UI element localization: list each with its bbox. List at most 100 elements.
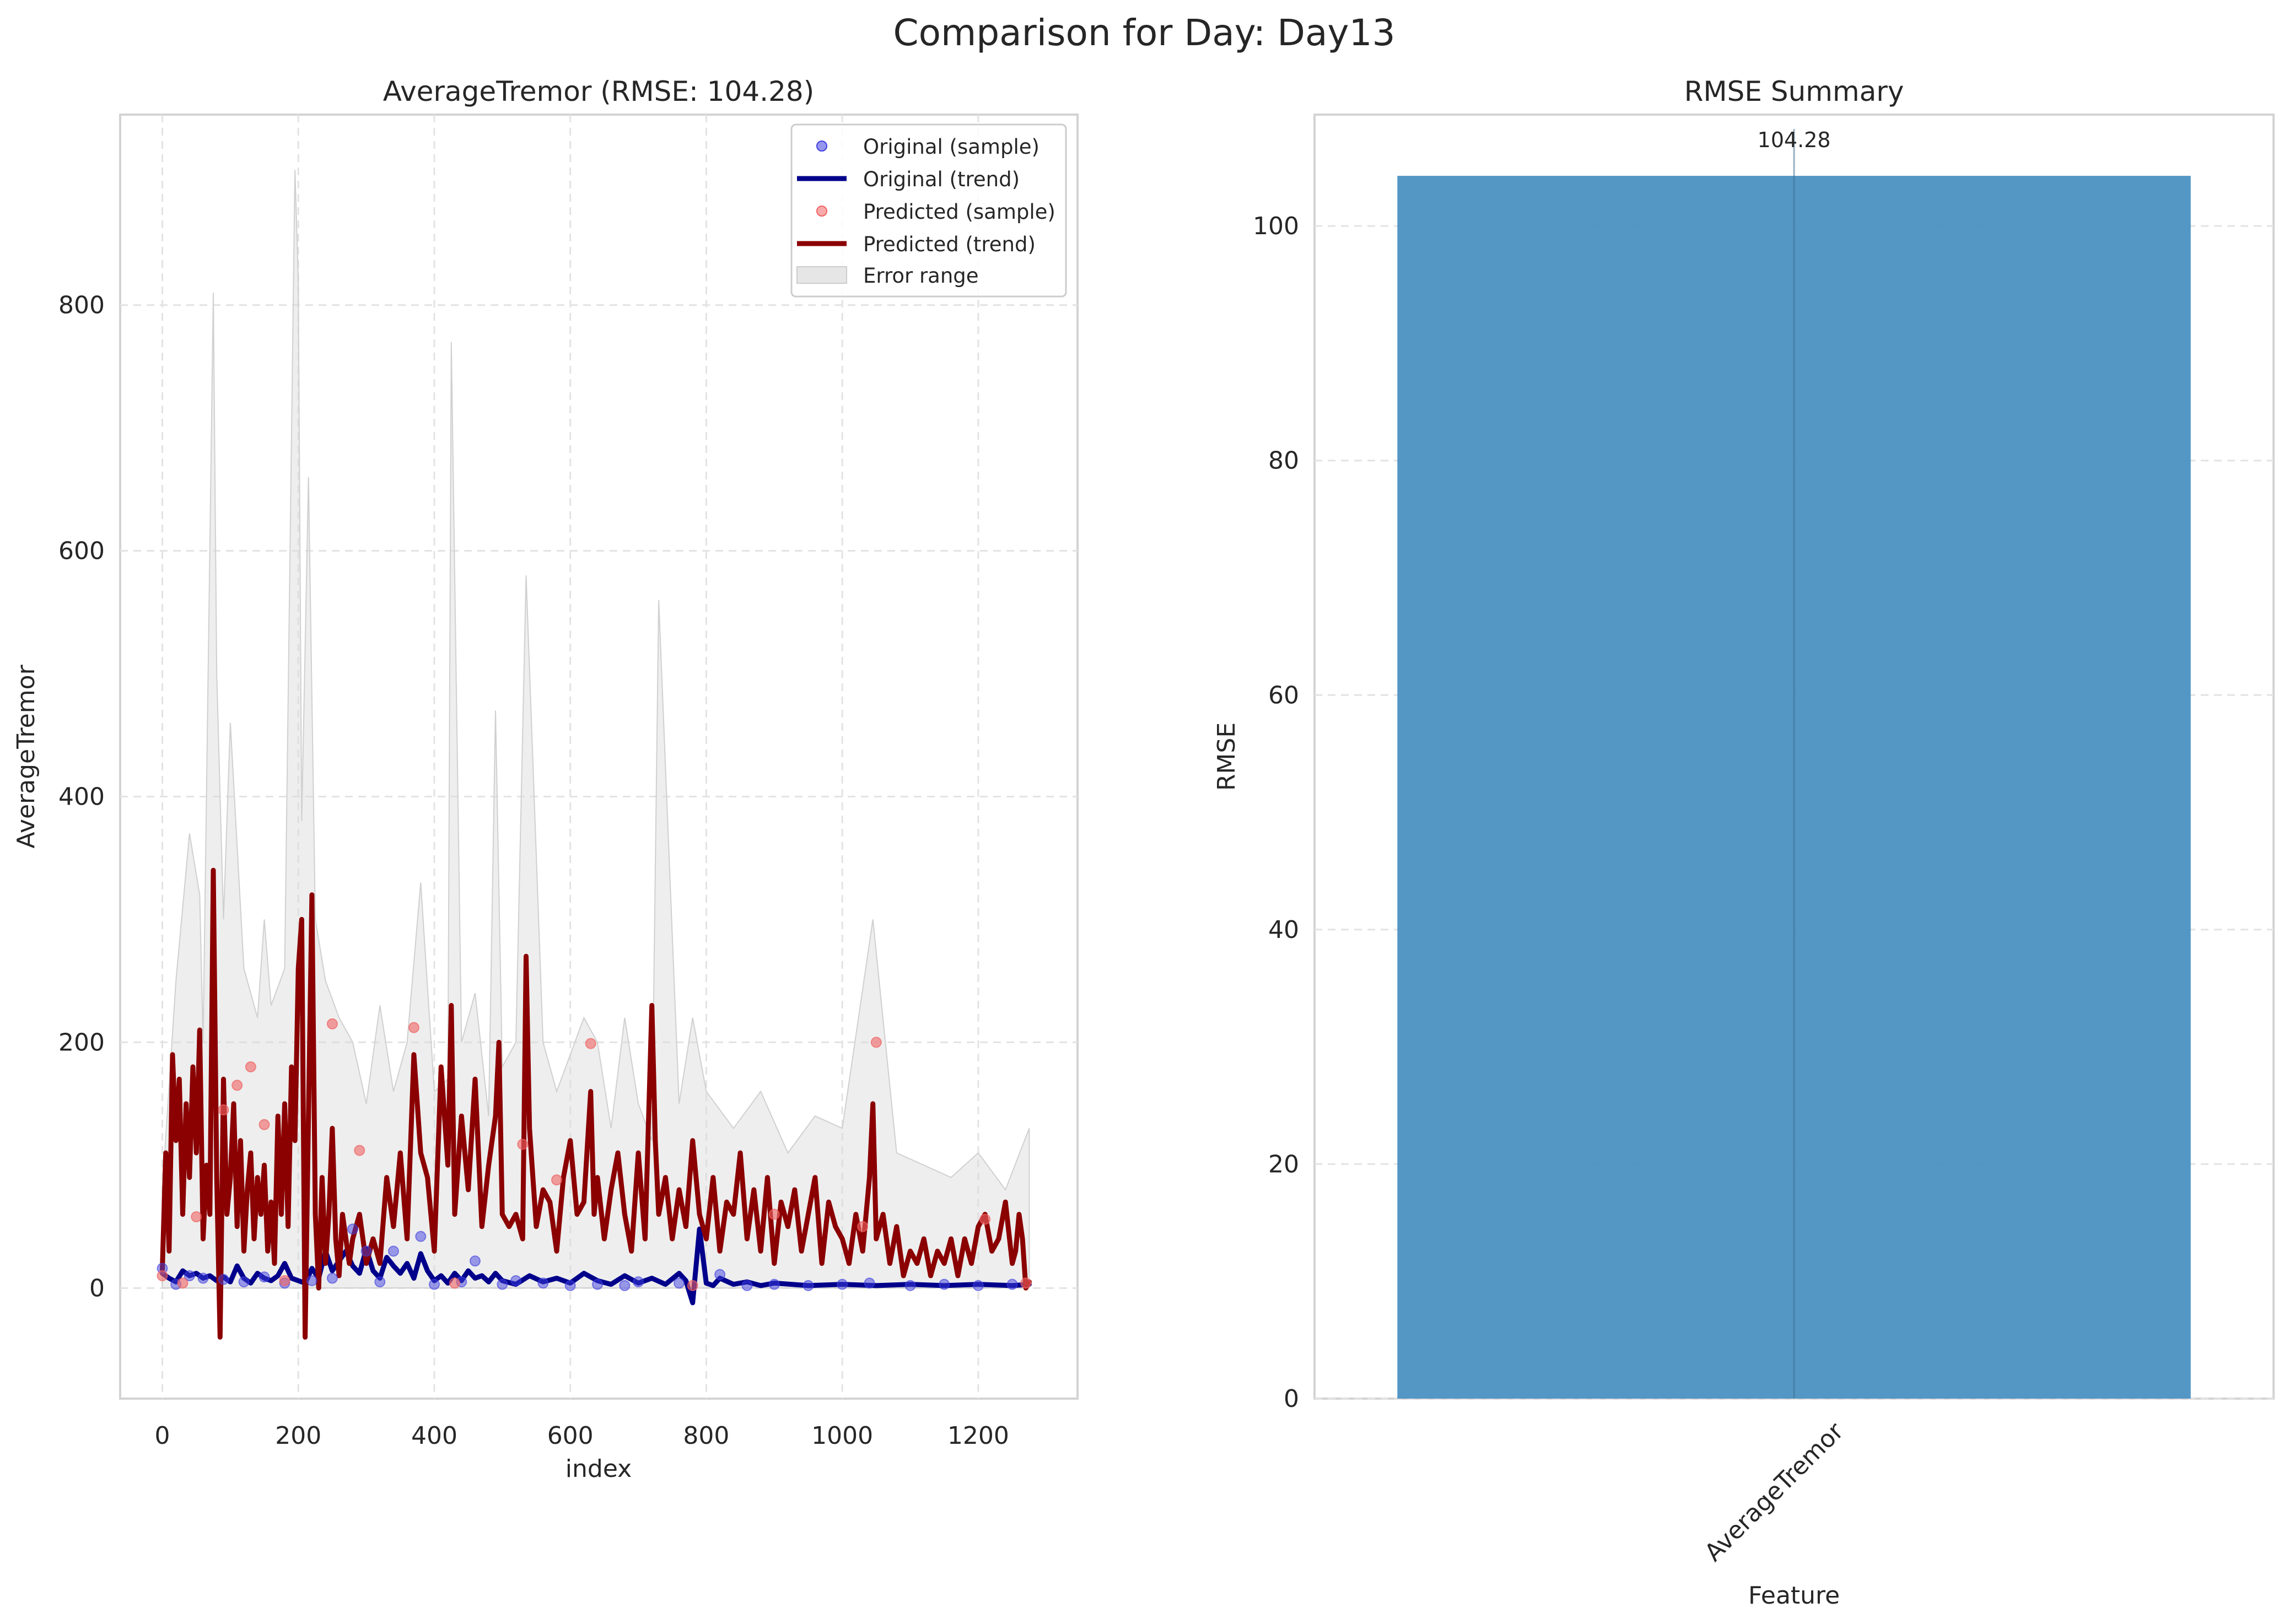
original-sample-point xyxy=(768,1278,780,1290)
left-chart-title: AverageTremor (RMSE: 104.28) xyxy=(383,75,814,107)
right-y-tick-label: 60 xyxy=(1268,681,1299,709)
original-sample-point xyxy=(537,1277,549,1289)
original-sample-point xyxy=(674,1277,685,1289)
predicted-sample-point xyxy=(1020,1277,1032,1289)
left-y-tick-label: 800 xyxy=(58,292,105,320)
legend-original-trend-label: Original (trend) xyxy=(863,168,1020,191)
right-y-tick-label: 0 xyxy=(1284,1385,1299,1413)
original-sample-point xyxy=(837,1278,848,1290)
legend: Original (sample) Original (trend) Predi… xyxy=(790,123,1067,298)
legend-error-range-swatch xyxy=(796,266,847,284)
left-x-tick-label: 600 xyxy=(547,1422,594,1450)
original-sample-point xyxy=(592,1278,604,1290)
original-sample-point xyxy=(238,1276,250,1288)
rmse-bar-value-label: 104.28 xyxy=(1758,128,1831,152)
left-x-tick-label: 800 xyxy=(683,1422,729,1450)
predicted-sample-point xyxy=(177,1277,188,1289)
predicted-sample-point xyxy=(979,1213,991,1225)
right-y-tick-label: 40 xyxy=(1268,916,1299,944)
left-y-tick-label: 400 xyxy=(58,783,105,811)
original-sample-point xyxy=(510,1275,521,1286)
original-sample-point xyxy=(633,1276,644,1288)
original-sample-point xyxy=(428,1278,440,1290)
left-x-tick-label: 200 xyxy=(275,1422,321,1450)
predicted-sample-point xyxy=(354,1145,365,1156)
original-sample-point xyxy=(347,1223,358,1235)
original-sample-point xyxy=(218,1274,229,1285)
legend-predicted-sample-marker xyxy=(816,206,827,217)
right-y-tick-label: 100 xyxy=(1253,212,1299,240)
legend-original-sample-marker xyxy=(816,141,827,152)
right-x-axis-label: Feature xyxy=(1748,1582,1840,1610)
predicted-sample-point xyxy=(245,1061,256,1072)
figure-suptitle: Comparison for Day: Day13 xyxy=(893,12,1396,54)
original-sample-point xyxy=(1006,1278,1018,1290)
right-chart-title: RMSE Summary xyxy=(1684,75,1904,107)
legend-predicted-trend-label: Predicted (trend) xyxy=(863,233,1036,256)
predicted-trend-series xyxy=(160,867,1032,1340)
predicted-sample-point xyxy=(449,1277,460,1289)
right-x-ticks: AverageTremor xyxy=(1699,1417,1849,1567)
original-sample-point xyxy=(415,1231,427,1242)
original-sample-point xyxy=(564,1280,576,1291)
original-sample-point xyxy=(306,1275,317,1286)
legend-box xyxy=(790,123,1067,298)
right-y-axis-label: RMSE xyxy=(1213,722,1241,791)
left-y-axis-label: AverageTremor xyxy=(12,665,40,849)
legend-error-range-label: Error range xyxy=(863,264,979,288)
rmse-bars: 104.28 xyxy=(1397,128,2191,1399)
predicted-sample-point xyxy=(279,1275,290,1286)
legend-original-sample-label: Original (sample) xyxy=(863,135,1040,159)
tremor-line-chart: 0 200 400 600 800 1000 1200 0 200 400 600 800 Aver… xyxy=(12,75,1079,1483)
predicted-sample-point xyxy=(857,1221,869,1232)
original-trend-line xyxy=(160,1226,1032,1305)
left-x-tick-label: 1000 xyxy=(811,1422,873,1450)
original-sample-point xyxy=(184,1270,195,1282)
original-sample-point xyxy=(360,1245,372,1257)
left-y-ticks: 0 200 400 600 800 xyxy=(58,292,105,1303)
predicted-sample-point xyxy=(517,1139,529,1150)
predicted-sample-point xyxy=(870,1037,882,1048)
original-sample-point xyxy=(197,1272,209,1284)
left-x-tick-label: 1200 xyxy=(947,1422,1009,1450)
predicted-sample-point xyxy=(768,1208,780,1220)
original-sample-point xyxy=(904,1280,916,1291)
original-sample-point xyxy=(864,1277,875,1289)
left-x-tick-label: 400 xyxy=(411,1422,457,1450)
original-sample-point xyxy=(714,1269,726,1280)
predicted-sample-point xyxy=(687,1280,698,1291)
left-x-ticks: 0 200 400 600 800 1000 1200 xyxy=(154,1422,1009,1450)
predicted-sample-point xyxy=(157,1270,168,1282)
left-x-axis-label: index xyxy=(565,1455,632,1483)
original-sample-point xyxy=(497,1278,508,1290)
original-sample-point xyxy=(972,1280,984,1291)
original-sample-point xyxy=(803,1280,814,1291)
predicted-sample-point xyxy=(408,1022,419,1033)
right-y-tick-label: 20 xyxy=(1268,1150,1299,1178)
predicted-trend-line xyxy=(160,867,1032,1340)
predicted-sample-point xyxy=(191,1211,202,1223)
predicted-sample-point xyxy=(326,1018,338,1029)
left-y-tick-label: 0 xyxy=(89,1274,105,1302)
predicted-sample-point xyxy=(585,1038,596,1049)
original-sample-point xyxy=(387,1245,399,1257)
predicted-sample-point xyxy=(258,1119,270,1130)
left-x-tick-label: 0 xyxy=(154,1422,170,1450)
original-sample-point xyxy=(326,1272,338,1284)
original-sample-point xyxy=(619,1280,631,1291)
original-trend-series xyxy=(160,1226,1032,1305)
predicted-sample-point xyxy=(551,1174,563,1186)
right-x-tick-label: AverageTremor xyxy=(1699,1417,1849,1567)
rmse-bar-chart: 104.28 0 20 40 60 80 100 AverageTremor RMSE S… xyxy=(1213,75,2275,1610)
original-sample-point xyxy=(374,1276,386,1288)
right-y-tick-label: 80 xyxy=(1268,447,1299,475)
legend-predicted-sample-label: Predicted (sample) xyxy=(863,200,1055,224)
left-y-tick-label: 200 xyxy=(58,1028,105,1056)
original-sample-point xyxy=(741,1280,753,1291)
left-y-tick-label: 600 xyxy=(58,537,105,565)
predicted-sample-point xyxy=(218,1104,229,1116)
predicted-sample-point xyxy=(231,1080,243,1091)
sample-points xyxy=(157,1018,1032,1291)
right-y-ticks: 0 20 40 60 80 100 xyxy=(1253,212,1299,1413)
